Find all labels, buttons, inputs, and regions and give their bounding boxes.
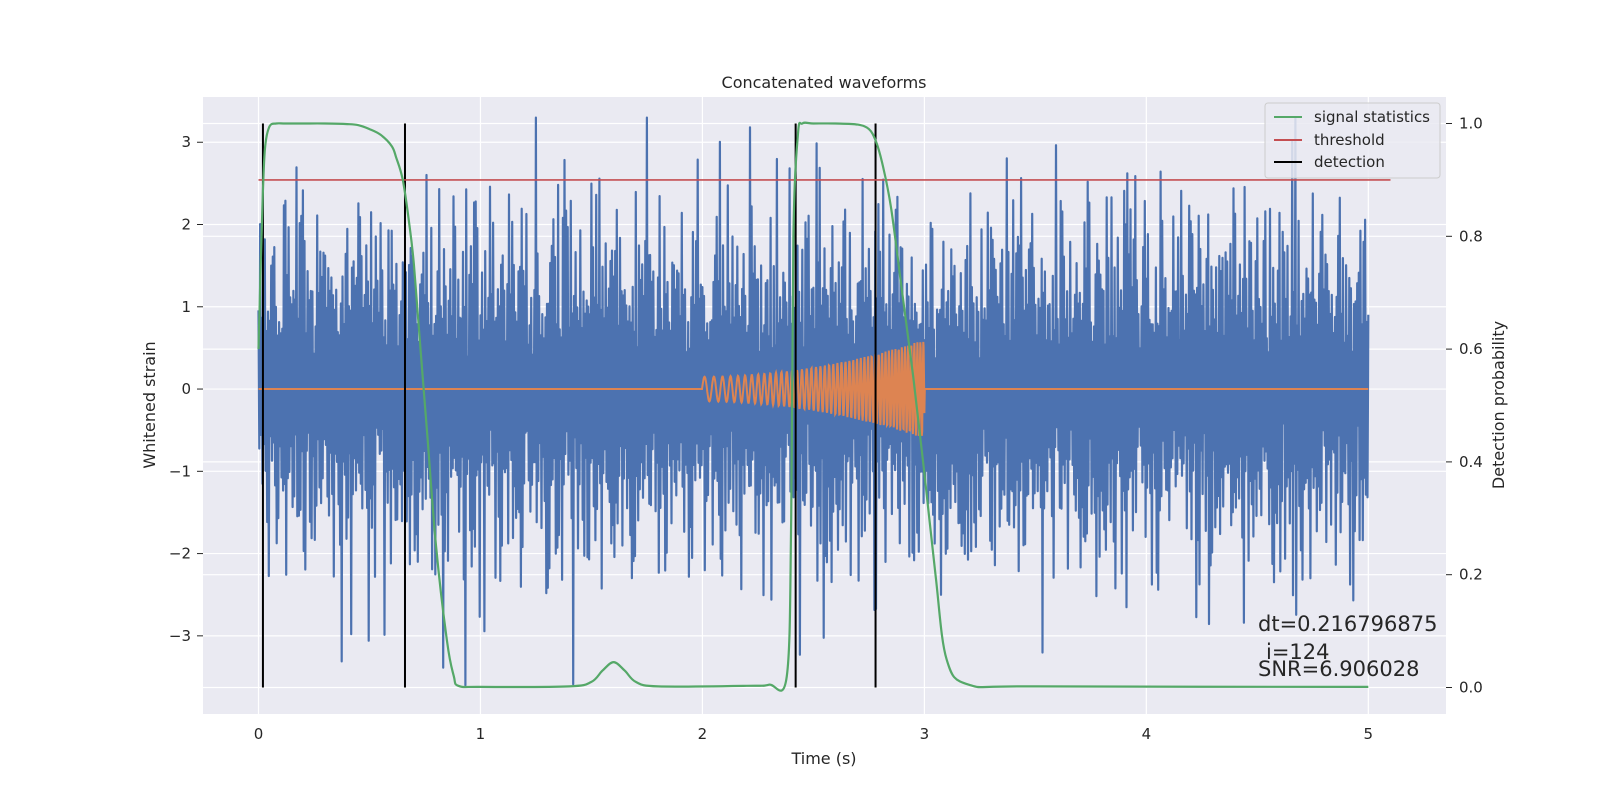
x-tick-label-1: 1 [476,725,486,743]
x-tick-label-5: 5 [1364,725,1374,743]
annotations: dt=0.216796875 i=124 SNR=6.906028 [1258,612,1437,681]
y2-tick-label-3: 0.6 [1459,340,1483,358]
x-tick-label-0: 0 [254,725,264,743]
x-tick-label-3: 3 [920,725,930,743]
axes: 0 1 2 3 4 5 −3 −2 −1 0 1 2 3 0.0 0.2 0.4 0.6 0.8 1.0 [169,115,1483,743]
series-whitened-strain [257,116,1370,687]
legend-label-signal-statistics: signal statistics [1314,108,1430,126]
y2-tick-label-0: 0.0 [1459,678,1483,696]
legend-label-threshold: threshold [1314,131,1385,149]
chart-title: Concatenated waveforms [722,73,927,92]
x-tick-label-2: 2 [698,725,708,743]
y2-tick-label-4: 0.8 [1459,227,1483,245]
data-layer [257,116,1391,692]
annotation-snr: SNR=6.906028 [1258,657,1419,681]
y-tick-label-4: 1 [181,298,191,316]
y-axis-label: Whitened strain [140,341,159,468]
y-tick-label-2: −1 [169,462,191,480]
x-axis-label: Time (s) [790,749,856,768]
y2-axis-label: Detection probability [1489,321,1508,489]
y-tick-label-3: 0 [181,380,191,398]
x-tick-label-4: 4 [1142,725,1152,743]
y2-tick-label-5: 1.0 [1459,115,1483,133]
series-injected-waveform [258,341,1369,436]
y-tick-label-6: 3 [181,133,191,151]
y2-tick-label-1: 0.2 [1459,566,1483,584]
y-tick-label-0: −3 [169,627,191,645]
y-tick-label-1: −2 [169,545,191,563]
legend-label-detection: detection [1314,153,1385,171]
legend: signal statistics threshold detection [1264,102,1441,179]
annotation-dt: dt=0.216796875 [1258,612,1437,636]
annotation-index: i=124 [1266,640,1330,664]
legend-box [1264,102,1441,179]
series-signal-statistics [257,121,1369,692]
y2-tick-label-2: 0.4 [1459,453,1483,471]
y-tick-label-5: 2 [181,216,191,234]
